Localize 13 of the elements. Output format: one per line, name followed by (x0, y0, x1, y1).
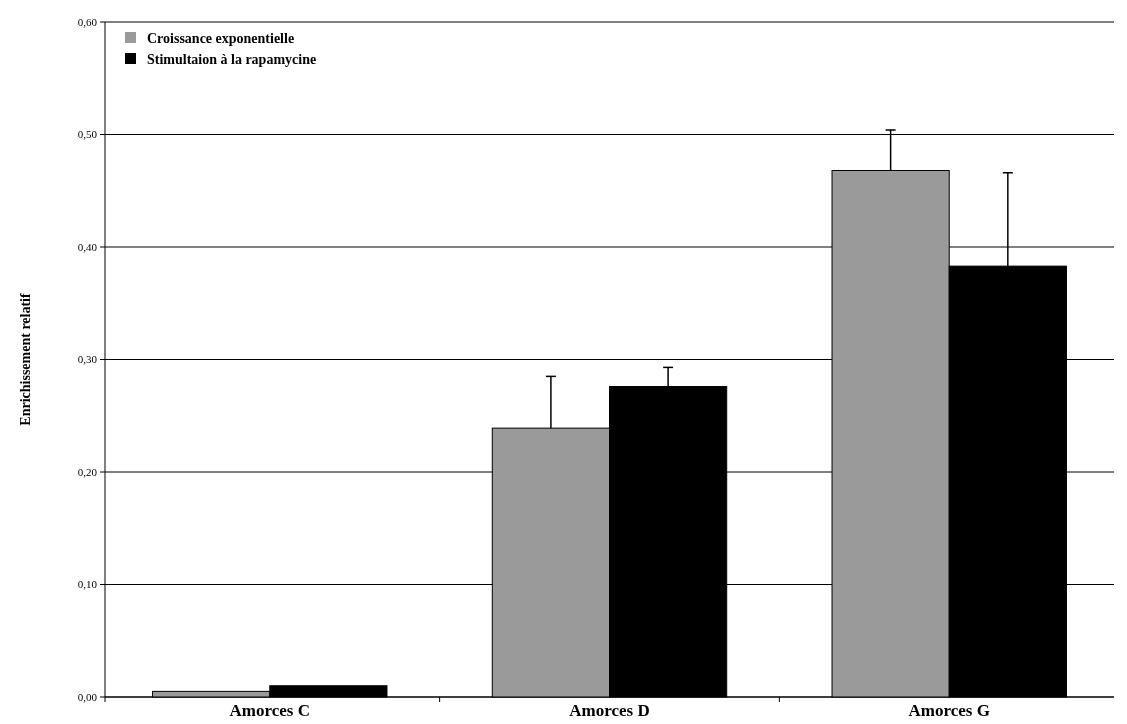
y-tick-label: 0,10 (77, 578, 98, 591)
x-tick-label: Amorces C (229, 701, 310, 720)
y-tick-label: 0,40 (77, 240, 98, 253)
legend-label: Stimultaion à la rapamycine (147, 51, 317, 67)
x-tick-label: Amorces D (569, 701, 650, 720)
legend-label: Croissance exponentielle (147, 30, 295, 46)
y-tick-label: 0,50 (77, 128, 98, 141)
y-axis-title: Enrichissement relatif (18, 293, 33, 426)
y-tick-label: 0,30 (77, 353, 98, 366)
y-tick-label: 0,60 (77, 15, 98, 28)
y-tick-label: 0,00 (77, 690, 98, 703)
y-tick-label: 0,20 (77, 465, 98, 478)
x-tick-label: Amorces G (908, 701, 990, 720)
